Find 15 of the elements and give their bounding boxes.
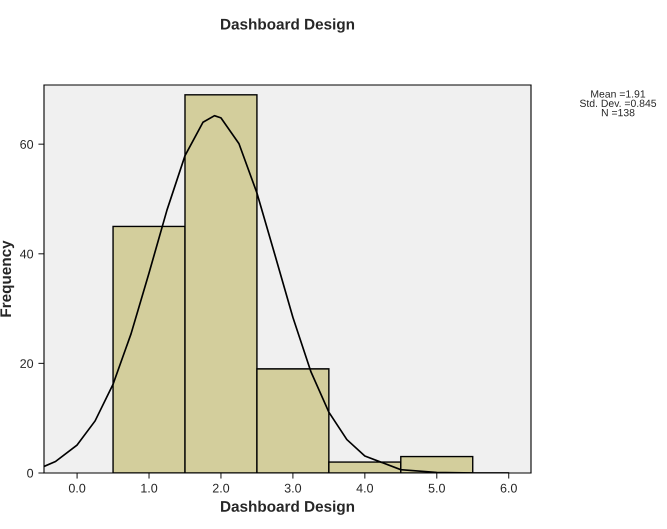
x-tick-label: 5.0	[428, 484, 445, 493]
x-tick-label: 3.0	[284, 484, 302, 493]
x-tick-label: 2.0	[212, 484, 230, 493]
x-tick-label: 1.0	[141, 484, 158, 493]
y-tick-label: 60	[20, 140, 34, 149]
y-tick-label: 40	[20, 250, 34, 258]
chart-title: Dashboard Design	[221, 18, 354, 33]
x-tick-label: 0.0	[68, 484, 86, 493]
text: Mean =1.91 Std. Dev. =0.845 N =138	[580, 90, 656, 116]
y-tick-label: 20	[20, 359, 34, 368]
y-axis-title: Frequency	[0, 240, 14, 317]
x-axis-title: Dashboard Design	[221, 500, 354, 515]
x-tick-label: 4.0	[356, 484, 374, 493]
x-tick-label: 6.0	[500, 484, 517, 493]
y-tick-label: 0	[27, 468, 34, 478]
